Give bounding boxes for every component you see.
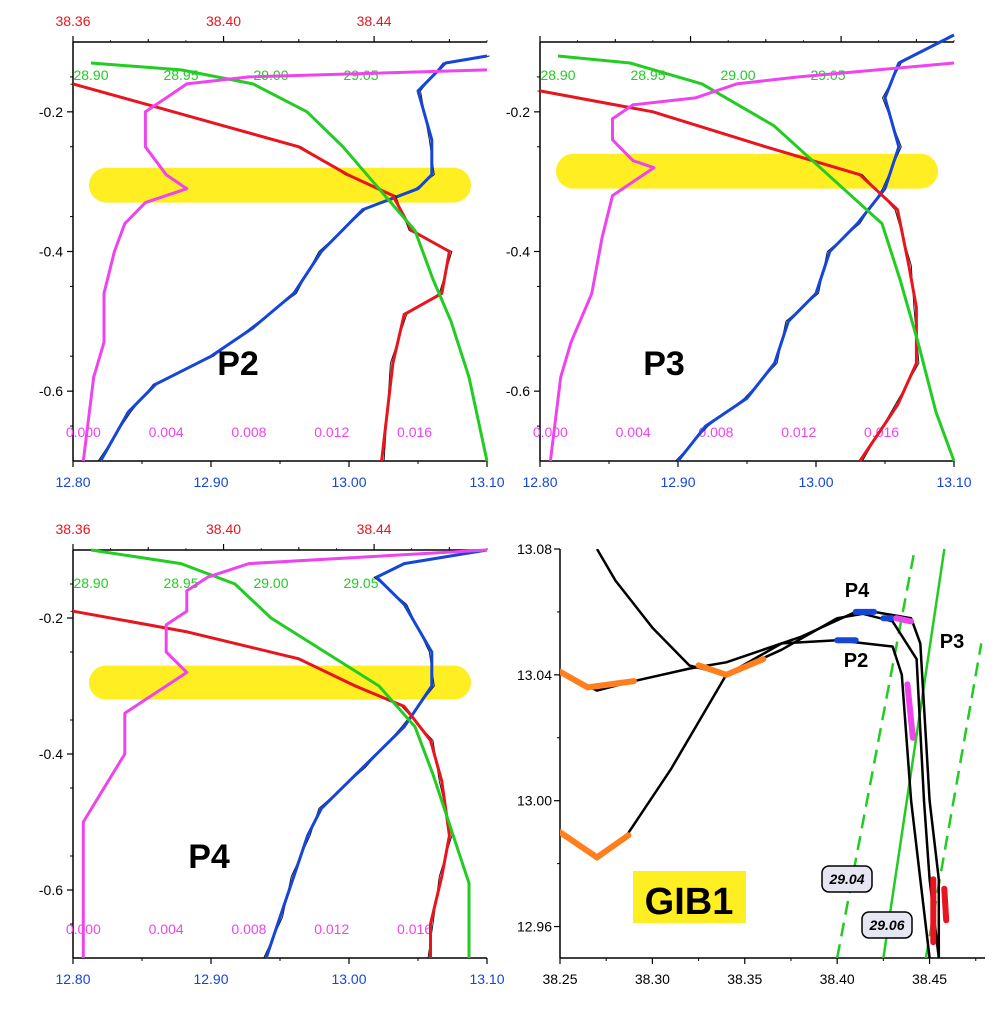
curve-label-p4: P4 bbox=[845, 580, 870, 602]
y-tick-label: -0.4 bbox=[506, 244, 530, 260]
raw-trace bbox=[70, 610, 453, 959]
gib1-y-tick-label: 13.08 bbox=[517, 541, 552, 557]
raw-trace bbox=[70, 83, 453, 462]
gib1-title-box bbox=[633, 871, 746, 923]
magenta-axis-label: 0.004 bbox=[616, 424, 651, 440]
y-tick-label: -0.4 bbox=[39, 746, 63, 762]
series-line-top bbox=[72, 82, 451, 462]
green-axis-label: 29.00 bbox=[720, 67, 755, 83]
x-top-tick-label: 38.40 bbox=[206, 521, 241, 537]
gib1-x-tick-label: 38.40 bbox=[820, 971, 855, 987]
raw-trace bbox=[97, 55, 490, 462]
ts-highlight bbox=[941, 885, 950, 924]
gib1-x-tick-label: 38.30 bbox=[635, 971, 670, 987]
magenta-axis-label: 0.000 bbox=[66, 424, 101, 440]
y-tick-label: -0.6 bbox=[39, 882, 63, 898]
x-bottom-tick-label: 13.00 bbox=[798, 474, 833, 490]
green-axis-label: 28.90 bbox=[73, 575, 108, 591]
series-line-bottom bbox=[676, 33, 955, 462]
magenta-axis-label: 0.004 bbox=[149, 424, 184, 440]
magenta-axis-label: 0.016 bbox=[397, 921, 432, 937]
magenta-axis-label: 0.004 bbox=[149, 921, 184, 937]
highlight-band bbox=[89, 167, 471, 203]
highlight-band bbox=[89, 665, 471, 700]
isohaline-value-box bbox=[861, 911, 913, 939]
y-tick-label: -0.4 bbox=[39, 244, 63, 260]
gib1-y-tick-label: 13.00 bbox=[517, 793, 552, 809]
x-bottom-tick-label: 13.00 bbox=[331, 971, 366, 987]
curve-label-p3: P3 bbox=[940, 631, 964, 653]
x-bottom-tick-label: 13.10 bbox=[936, 474, 971, 490]
ts-curve bbox=[595, 549, 941, 958]
series-line-inner_magenta bbox=[548, 61, 955, 462]
gib1-title: GIB1 bbox=[645, 881, 734, 923]
panel-label: P2 bbox=[217, 345, 259, 383]
gib1-y-tick-label: 13.04 bbox=[517, 667, 552, 683]
highlight-band bbox=[556, 153, 938, 189]
x-bottom-tick-label: 12.90 bbox=[193, 474, 228, 490]
raw-trace bbox=[675, 34, 952, 462]
magenta-axis-label: 0.012 bbox=[314, 424, 349, 440]
x-bottom-tick-label: 12.90 bbox=[660, 474, 695, 490]
series-line-bottom bbox=[99, 54, 488, 462]
magenta-axis-label: 0.008 bbox=[231, 424, 266, 440]
x-bottom-tick-label: 13.10 bbox=[469, 474, 504, 490]
magenta-axis-label: 0.008 bbox=[698, 424, 733, 440]
x-bottom-tick-label: 13.00 bbox=[331, 474, 366, 490]
series-line-inner_green bbox=[557, 54, 956, 462]
x-top-tick-label: 38.44 bbox=[357, 521, 392, 537]
isohaline-value-box bbox=[821, 865, 873, 893]
series-line-inner_green bbox=[90, 548, 471, 958]
x-bottom-tick-label: 12.80 bbox=[55, 474, 90, 490]
gib1-x-tick-label: 38.45 bbox=[912, 971, 947, 987]
gib1-x-tick-label: 38.25 bbox=[542, 971, 577, 987]
series-line-top bbox=[539, 89, 918, 462]
y-tick-label: -0.2 bbox=[506, 104, 530, 120]
green-axis-label: 28.95 bbox=[163, 575, 198, 591]
magenta-axis-label: 0.008 bbox=[231, 921, 266, 937]
x-bottom-tick-label: 12.80 bbox=[55, 971, 90, 987]
magenta-axis-label: 0.012 bbox=[781, 424, 816, 440]
ts-highlight bbox=[893, 615, 915, 625]
magenta-axis-label: 0.000 bbox=[533, 424, 568, 440]
y-tick-label: -0.2 bbox=[39, 610, 63, 626]
series-line-bottom bbox=[264, 548, 488, 959]
series-line-inner_magenta bbox=[81, 548, 488, 958]
y-tick-label: -0.2 bbox=[39, 104, 63, 120]
ts-highlight bbox=[560, 668, 637, 691]
green-axis-label: 29.05 bbox=[343, 575, 378, 591]
x-top-tick-label: 38.40 bbox=[206, 13, 241, 29]
ts-highlight bbox=[904, 681, 916, 741]
magenta-axis-label: 0.016 bbox=[864, 424, 899, 440]
x-top-tick-label: 38.44 bbox=[357, 13, 392, 29]
panel-label: P4 bbox=[188, 838, 230, 876]
magenta-axis-label: 0.016 bbox=[397, 424, 432, 440]
gib1-plot-area bbox=[560, 549, 983, 958]
isohaline-line bbox=[882, 549, 946, 958]
series-line-inner_magenta bbox=[81, 68, 488, 462]
raw-trace bbox=[263, 549, 485, 959]
green-axis-label: 28.90 bbox=[73, 67, 108, 83]
y-tick-label: -0.6 bbox=[39, 383, 63, 399]
gib1-y-tick-label: 12.96 bbox=[517, 919, 552, 935]
magenta-axis-label: 0.012 bbox=[314, 921, 349, 937]
ts-highlight bbox=[560, 829, 632, 861]
isohaline-value: 29.06 bbox=[868, 917, 904, 933]
curve-label-p2: P2 bbox=[844, 650, 868, 672]
x-top-tick-label: 38.36 bbox=[55, 521, 90, 537]
green-axis-label: 28.90 bbox=[540, 67, 575, 83]
gib1-x-tick-label: 38.35 bbox=[727, 971, 762, 987]
y-tick-label: -0.6 bbox=[506, 383, 530, 399]
x-bottom-tick-label: 12.80 bbox=[522, 474, 557, 490]
x-top-tick-label: 38.36 bbox=[55, 13, 90, 29]
isohaline-value: 29.04 bbox=[828, 871, 864, 887]
ts-highlight bbox=[695, 656, 767, 679]
green-axis-label: 29.00 bbox=[253, 575, 288, 591]
x-bottom-tick-label: 13.10 bbox=[469, 971, 504, 987]
series-line-top bbox=[72, 609, 451, 958]
panel-label: P3 bbox=[643, 345, 685, 383]
x-bottom-tick-label: 12.90 bbox=[193, 971, 228, 987]
